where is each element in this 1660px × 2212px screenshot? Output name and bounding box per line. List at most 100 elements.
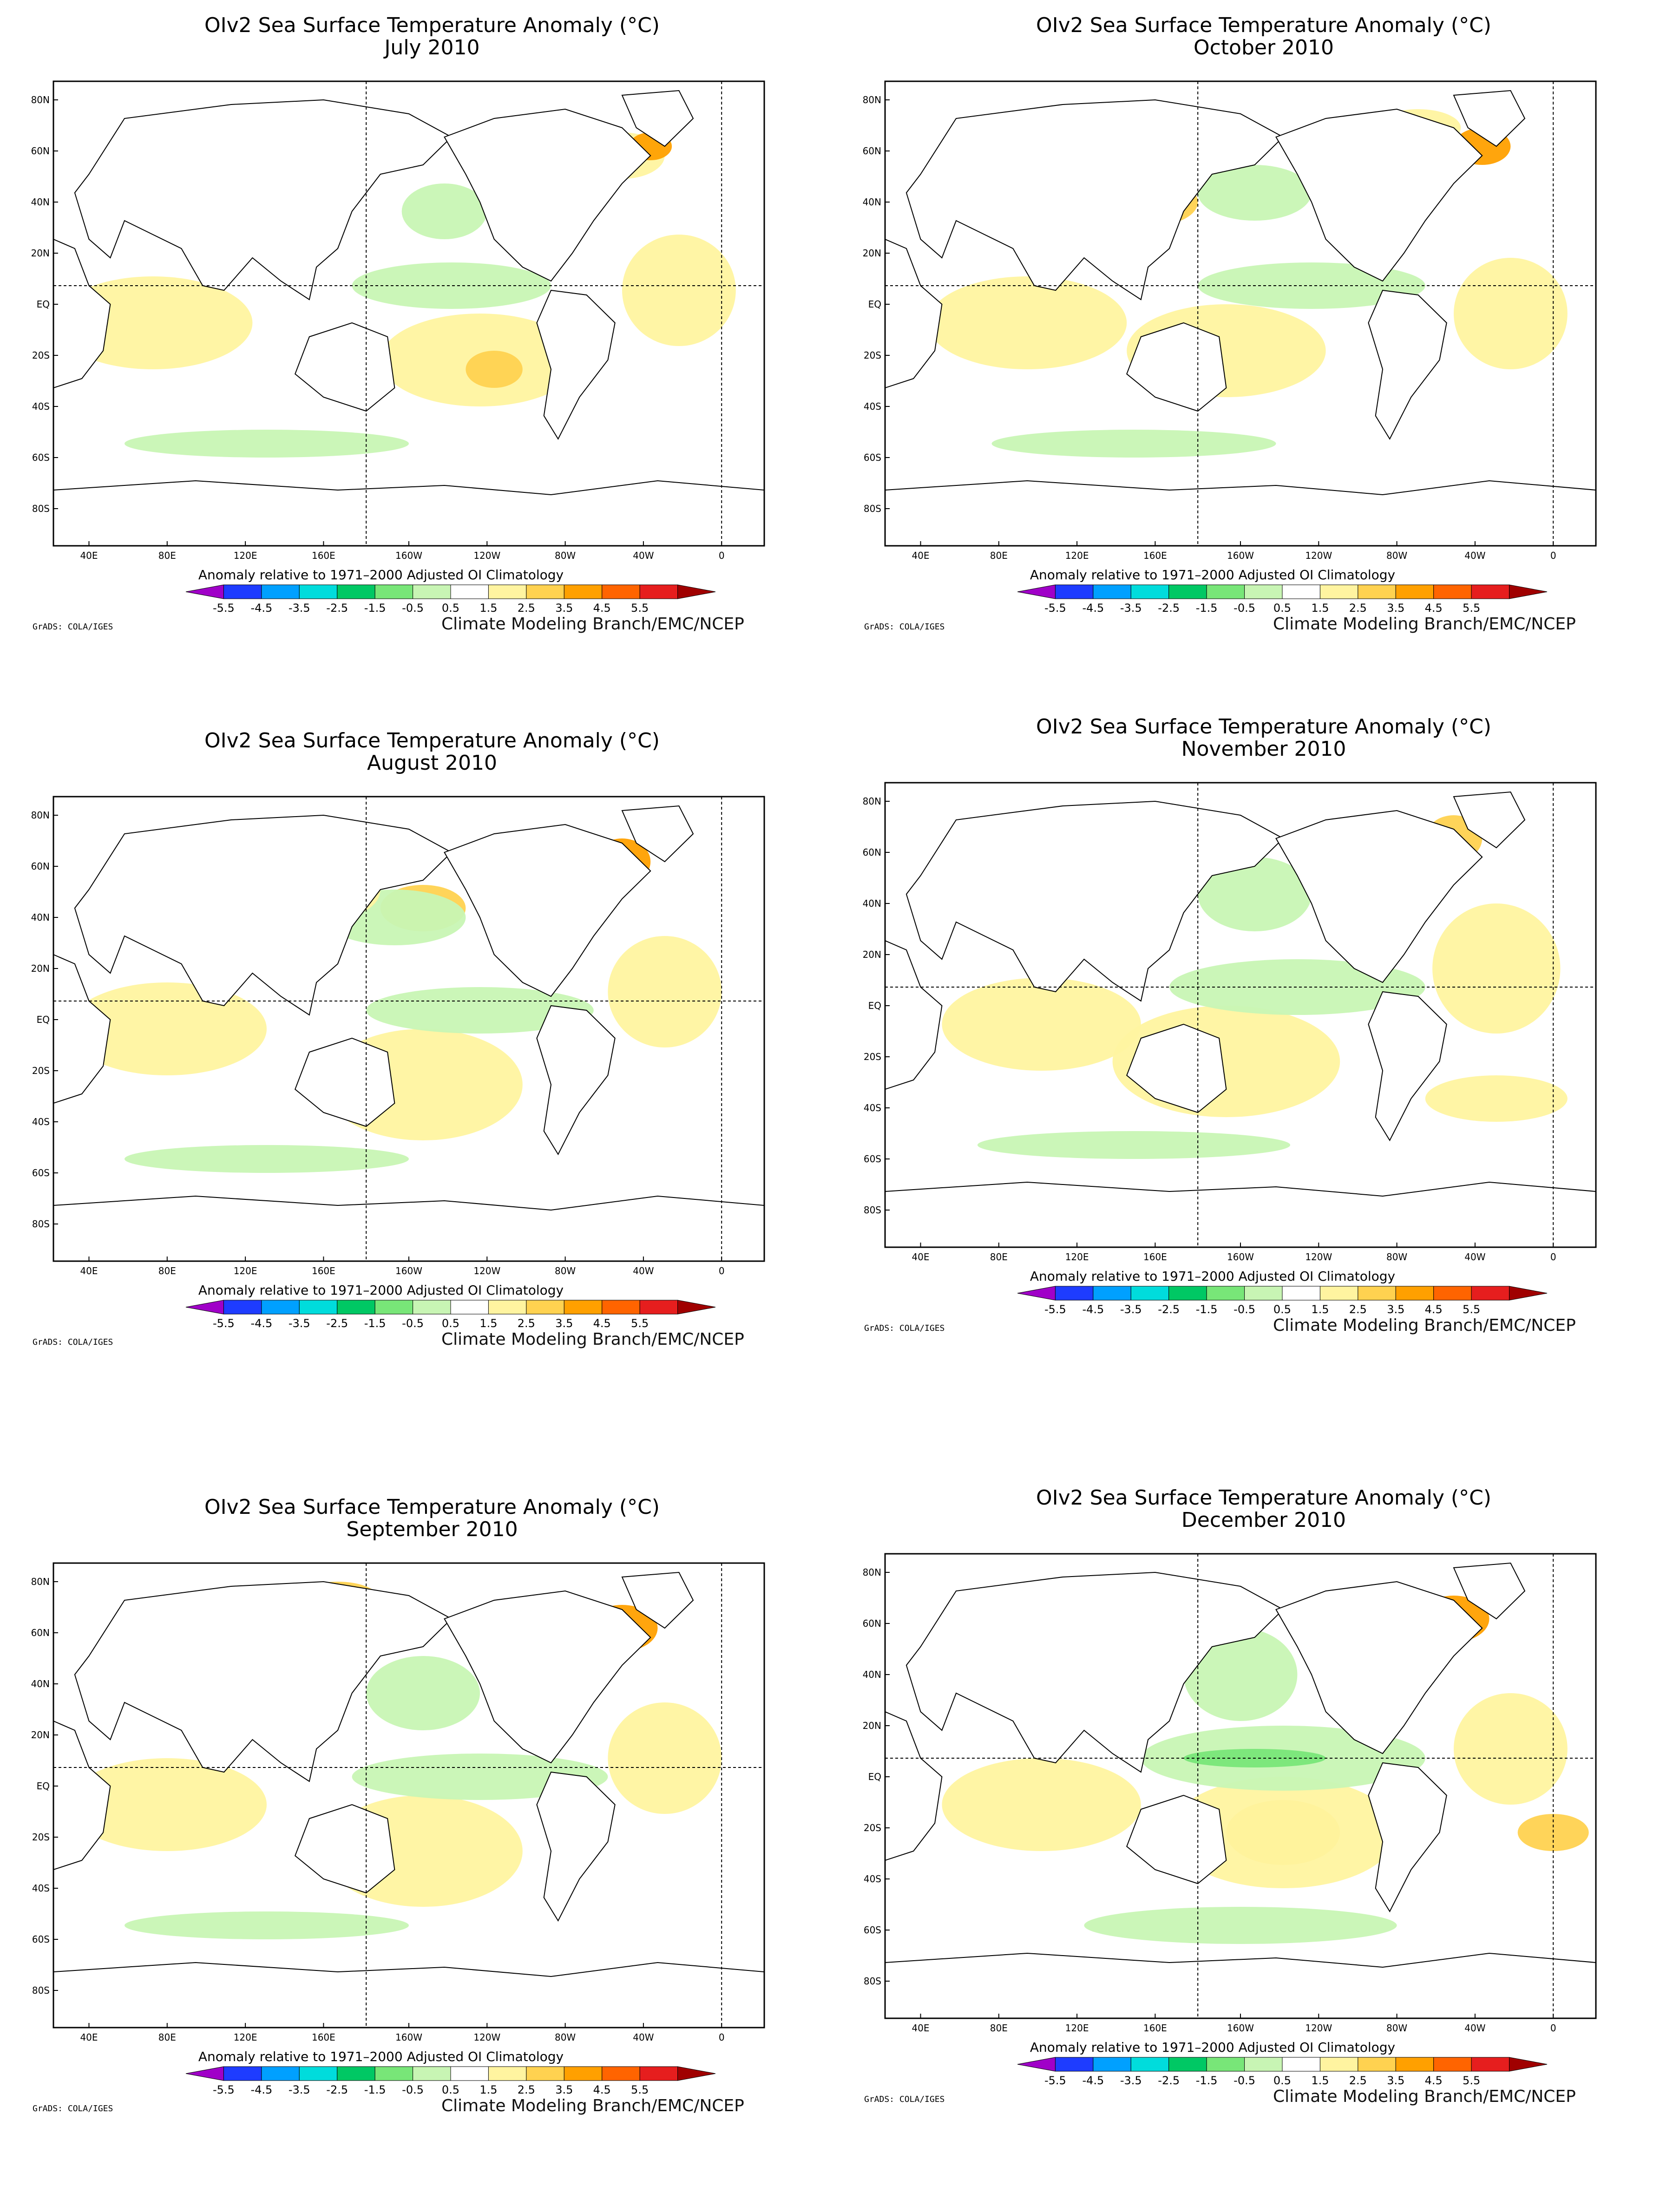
colorbar-level-label: 5.5 [631, 2083, 649, 2096]
colorbar-level-label: -0.5 [402, 1317, 424, 1330]
land-antarctica [53, 1195, 765, 1262]
land-samerica [536, 289, 616, 440]
grads-label: GrADS: COLA/IGES [864, 2094, 945, 2104]
lat-tick-label: 40N [31, 912, 50, 923]
lat-tick-label: 20N [863, 1720, 881, 1731]
colorbar-level-label: -3.5 [289, 602, 310, 615]
lon-tick-label: 80E [158, 2032, 176, 2043]
land-greenland [1453, 90, 1526, 147]
sst-anomaly-map: 80N 60N 40N 20N EQ 20S 40S 60S 80S 40E 80E 120E 160E… [31, 1562, 765, 2096]
colorbar-swatch [413, 584, 451, 599]
lon-tick-label: 120E [234, 1265, 257, 1276]
lon-tick-label: 160W [1227, 2022, 1254, 2034]
land-greenland [1453, 1562, 1526, 1620]
colorbar-swatch [1055, 1286, 1094, 1301]
land-antarctica [885, 1952, 1596, 2019]
lon-tick-label: 160E [312, 550, 335, 561]
colorbar-level-label: -4.5 [1082, 1303, 1104, 1316]
colorbar-swatch [1358, 584, 1396, 599]
land-greenland [621, 1571, 694, 1629]
colorbar-swatch [564, 2066, 603, 2081]
colorbar-swatch [1433, 2057, 1472, 2072]
anomaly-region [1198, 165, 1312, 221]
colorbar-swatch [488, 584, 527, 599]
map-panel: OIv2 Sea Surface Temperature Anomaly (°C… [31, 729, 832, 1417]
lat-tick-label: 80N [863, 1567, 881, 1578]
colorbar-swatch [1358, 1286, 1396, 1301]
anomaly-region [942, 978, 1141, 1071]
colorbar-swatch [1509, 1286, 1548, 1301]
colorbar-level-label: -5.5 [213, 1317, 235, 1330]
colorbar-caption: Anomaly relative to 1971–2000 Adjusted O… [198, 567, 564, 582]
colorbar-swatch [677, 1300, 716, 1315]
lon-tick-label: 0 [719, 1265, 725, 1276]
colorbar-swatch [413, 1300, 451, 1315]
colorbar-swatch [639, 1300, 678, 1315]
lat-tick-label: 80N [863, 796, 881, 807]
colorbar-caption: Anomaly relative to 1971–2000 Adjusted O… [198, 2049, 564, 2064]
colorbar-swatch [677, 2066, 716, 2081]
land-greenland [621, 805, 694, 863]
lon-tick-label: 40W [1464, 2022, 1485, 2034]
land-greenland [621, 90, 694, 147]
colorbar-level-label: -1.5 [364, 1317, 386, 1330]
lon-tick-label: 120E [1065, 550, 1089, 561]
land-australia [1126, 322, 1227, 412]
colorbar-level-label: 3.5 [555, 2083, 573, 2096]
grads-label: GrADS: COLA/IGES [33, 622, 113, 632]
colorbar-swatch [526, 1300, 564, 1315]
lon-tick-label: 40W [633, 2032, 654, 2043]
lon-tick-label: 80W [555, 2032, 576, 2043]
colorbar-level-label: -4.5 [1082, 2074, 1104, 2087]
colorbar-level-label: -4.5 [1082, 602, 1104, 615]
lat-tick-label: 40N [863, 196, 881, 208]
land-africa [53, 954, 111, 1104]
colorbar-swatch [450, 1300, 489, 1315]
panel-month: October 2010 [1193, 36, 1334, 59]
colorbar-swatch [185, 1300, 224, 1315]
lon-tick-label: 80W [555, 1265, 576, 1276]
anomaly-region [125, 1145, 409, 1173]
lon-tick-label: 40W [633, 550, 654, 561]
lat-tick-label: 20N [31, 248, 50, 259]
colorbar-level-label: -0.5 [1234, 2074, 1255, 2087]
colorbar-level-label: 3.5 [555, 602, 573, 615]
land-africa [885, 940, 943, 1090]
colorbar-level-label: -2.5 [1158, 1303, 1180, 1316]
panel-month: September 2010 [346, 1518, 518, 1541]
land-eurasia [905, 99, 1284, 301]
colorbar-swatch [223, 1300, 262, 1315]
land-samerica [1368, 991, 1447, 1142]
lat-tick-label: 60S [32, 1167, 50, 1178]
land-eurasia [905, 1571, 1284, 1773]
colorbar-level-label: 2.5 [1349, 602, 1367, 615]
colorbar-level-label: 0.5 [442, 2083, 459, 2096]
anomaly-region [67, 982, 267, 1075]
lon-tick-label: 120W [1305, 1251, 1332, 1263]
lat-tick-label: 80N [31, 810, 50, 821]
colorbar-level-label: -5.5 [213, 2083, 235, 2096]
lat-tick-label: EQ [868, 299, 881, 310]
grads-label: GrADS: COLA/IGES [864, 622, 945, 632]
anomaly-region [366, 1656, 480, 1730]
colorbar-swatch [1282, 1286, 1320, 1301]
colorbar-swatch [374, 1300, 413, 1315]
credit-label: Climate Modeling Branch/EMC/NCEP [1273, 2087, 1576, 2106]
colorbar-swatch [185, 2066, 224, 2081]
lat-tick-label: 40N [863, 1669, 881, 1680]
colorbar-swatch [1168, 2057, 1207, 2072]
colorbar-level-label: 1.5 [1311, 2074, 1329, 2087]
land-samerica [1368, 1762, 1447, 1913]
colorbar-swatch [1244, 2057, 1283, 2072]
colorbar-level-label: -1.5 [1196, 2074, 1218, 2087]
colorbar-swatch [1055, 2057, 1094, 2072]
colorbar-swatch [1055, 584, 1094, 599]
lon-tick-label: 80E [990, 2022, 1008, 2034]
lat-tick-label: 20S [864, 350, 881, 361]
lon-tick-label: 160W [395, 2032, 422, 2043]
lat-tick-label: 60N [863, 1618, 881, 1629]
lon-tick-label: 40E [80, 2032, 98, 2043]
anomaly-region [1454, 258, 1568, 369]
lat-tick-label: 80S [864, 1204, 881, 1216]
land-namerica [444, 824, 651, 997]
